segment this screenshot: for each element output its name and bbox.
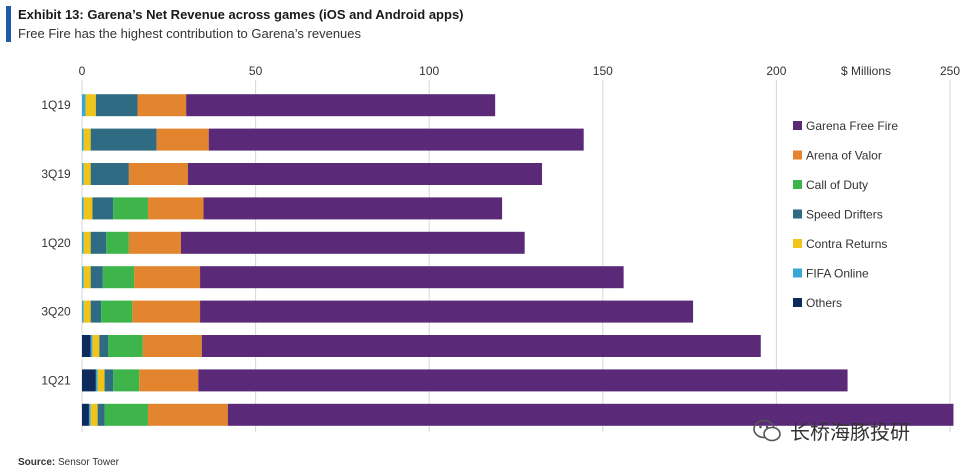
y-tick-label: 3Q19: [41, 167, 71, 181]
bar-segment: [113, 369, 140, 392]
bar-segment: [82, 266, 84, 289]
legend-label: Garena Free Fire: [806, 119, 898, 133]
bar-segment: [147, 197, 204, 220]
bar-segment: [83, 128, 91, 151]
bar-segment: [83, 266, 91, 289]
x-tick-label: 100: [419, 64, 439, 78]
bar-segment: [201, 335, 761, 357]
bar-segment: [104, 369, 114, 392]
x-tick-label: 150: [593, 64, 613, 78]
bar-segment: [106, 231, 129, 254]
bar-segment: [95, 369, 98, 392]
bar-segment: [227, 403, 954, 426]
bar-segment: [200, 300, 694, 323]
bar-segment: [82, 128, 84, 151]
wechat-icon: [753, 419, 781, 441]
bar-segment: [101, 300, 133, 323]
bar-segment: [90, 231, 107, 254]
legend-label: Others: [806, 296, 842, 310]
unit-label: $ Millions: [841, 64, 891, 78]
legend-box: [780, 102, 948, 324]
bar-segment: [88, 403, 91, 426]
bar-segment: [203, 197, 503, 220]
bar-segment: [90, 403, 98, 426]
y-tick-label: 1Q20: [41, 236, 71, 250]
bar-segment: [83, 197, 93, 220]
bar-segment: [82, 300, 84, 323]
bar-segment: [95, 94, 138, 117]
bar-segment: [90, 335, 93, 357]
bar-segment: [139, 369, 199, 392]
bar-segment: [82, 94, 86, 117]
x-tick-label: 0: [79, 64, 86, 78]
bar-segment: [208, 128, 584, 151]
bar-segment: [82, 369, 96, 392]
bar-segment: [142, 335, 202, 357]
legend-swatch: [793, 298, 802, 307]
bar-segment: [97, 403, 105, 426]
bar-segment: [147, 403, 228, 426]
source-label: Source:: [18, 457, 56, 468]
legend-label: Arena of Valor: [806, 149, 882, 163]
legend-label: FIFA Online: [806, 267, 869, 281]
bar-segment: [137, 94, 187, 117]
bar-segment: [85, 94, 96, 117]
x-tick-label: 250: [940, 64, 960, 78]
bar-segment: [90, 163, 129, 185]
bar-segment: [99, 335, 109, 357]
bar-segment: [83, 300, 91, 323]
x-tick-label: 200: [766, 64, 786, 78]
bar-segment: [92, 197, 114, 220]
legend-swatch: [793, 268, 802, 278]
y-tick-label: 1Q19: [41, 98, 71, 112]
legend-swatch: [793, 150, 802, 160]
bar-segment: [83, 231, 91, 254]
chart-subtitle: Free Fire has the highest contribution t…: [18, 26, 362, 41]
watermark-text: 长桥海豚投研: [790, 420, 910, 444]
bar-segment: [128, 163, 188, 185]
bar-segment: [132, 300, 201, 323]
bar-segment: [82, 197, 84, 220]
bar-segment: [83, 163, 91, 185]
bar-segment: [82, 335, 91, 357]
bar-segment: [104, 403, 148, 426]
bar-segment: [128, 231, 181, 254]
bar-segment: [90, 128, 157, 151]
bar-segment: [82, 403, 89, 426]
legend-label: Speed Drifters: [806, 208, 883, 222]
bar-segment: [186, 94, 496, 117]
bar-segment: [156, 128, 209, 151]
bar-segment: [97, 369, 105, 392]
title-accent-bar: [6, 6, 11, 42]
bar-segment: [180, 231, 525, 254]
legend-swatch: [793, 209, 802, 219]
legend-label: Contra Returns: [806, 237, 887, 251]
legend-swatch: [793, 121, 802, 130]
legend-label: Call of Duty: [806, 178, 868, 192]
legend-swatch: [793, 239, 802, 248]
bar-segment: [113, 197, 148, 220]
bar-segment: [90, 266, 103, 289]
bar-segment: [198, 369, 848, 392]
bar-segment: [82, 231, 84, 254]
watermark: 长桥海豚投研: [752, 416, 910, 445]
bar-segment: [90, 300, 102, 323]
legend-swatch: [793, 180, 802, 189]
bar-segment: [134, 266, 201, 289]
bar-segment: [108, 335, 143, 357]
source-note: Source: Sensor Tower: [18, 457, 119, 468]
bar-segment: [102, 266, 135, 289]
source-value: Sensor Tower: [58, 457, 119, 468]
bar-segment: [187, 163, 543, 185]
bar-segment: [82, 163, 84, 185]
x-tick-label: 50: [249, 64, 263, 78]
chart-title: Exhibit 13: Garena’s Net Revenue across …: [18, 7, 464, 22]
bar-segment: [200, 266, 624, 289]
bar-segment: [92, 335, 100, 357]
y-tick-label: 3Q20: [41, 305, 71, 319]
y-tick-label: 1Q21: [41, 373, 71, 387]
